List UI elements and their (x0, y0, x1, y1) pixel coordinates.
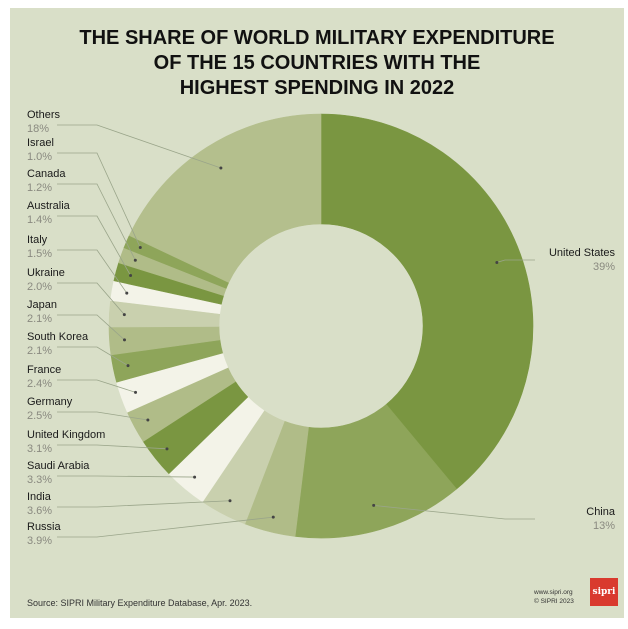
slice-value: 1.5% (27, 248, 52, 260)
leader-line (57, 444, 168, 450)
slice-label: Italy (27, 234, 48, 246)
slice-label: Saudi Arabia (27, 460, 90, 472)
slice-value: 3.3% (27, 474, 52, 486)
label-others: Others 18% (27, 109, 223, 170)
leader-line (57, 215, 131, 276)
label-india: India 3.6% (27, 491, 232, 517)
slice-label: Germany (27, 396, 73, 408)
leader-dot (193, 475, 197, 479)
leader-dot (122, 338, 126, 342)
leader-dot (129, 274, 133, 278)
slice-value: 3.1% (27, 443, 52, 455)
slice-label: United States (549, 247, 616, 259)
slice-china (294, 404, 457, 539)
leader-dot (228, 499, 232, 503)
leader-line (57, 152, 141, 248)
leader-line (57, 183, 136, 261)
leader-dot (133, 258, 137, 262)
leader-line (57, 500, 231, 508)
slice-value: 3.9% (27, 535, 52, 547)
leader-line (57, 516, 274, 538)
label-japan: Japan 2.1% (27, 299, 126, 342)
slice-united-states (320, 113, 534, 490)
slice-label: Others (27, 109, 61, 121)
label-south-korea: South Korea 2.1% (27, 331, 130, 368)
label-france: France 2.4% (27, 364, 138, 394)
label-united-states: United States 39% (495, 247, 615, 273)
leader-line (57, 282, 125, 315)
slice-value: 2.1% (27, 313, 52, 325)
leader-line (373, 505, 535, 520)
leader-line (57, 314, 125, 341)
leader-dot (219, 166, 223, 170)
leader-dot (495, 260, 499, 264)
chart-title: THE SHARE OF WORLD MILITARY EXPENDITURE … (10, 26, 624, 101)
slice-value: 39% (593, 261, 615, 273)
leader-line (57, 379, 136, 393)
leader-line (57, 249, 128, 294)
label-israel: Israel 1.0% (27, 137, 142, 250)
leader-dot (372, 503, 376, 507)
slice-others (128, 113, 322, 283)
slice-label: Russia (27, 521, 62, 533)
leader-dot (122, 313, 126, 317)
slice-label: China (586, 506, 616, 518)
label-ukraine: Ukraine 2.0% (27, 267, 126, 317)
leader-line (57, 475, 195, 478)
slice-label: Japan (27, 299, 57, 311)
leader-dot (138, 246, 142, 250)
title-line-1: THE SHARE OF WORLD MILITARY EXPENDITURE (79, 27, 555, 49)
leader-dot (125, 291, 129, 295)
slice-value: 2.0% (27, 281, 52, 293)
label-germany: Germany 2.5% (27, 396, 150, 422)
slice-value: 13% (593, 520, 615, 532)
leader-dot (271, 515, 275, 519)
slice-value: 2.4% (27, 378, 52, 390)
label-russia: Russia 3.9% (27, 515, 275, 547)
source-note: Source: SIPRI Military Expenditure Datab… (27, 598, 253, 608)
site-url: www.sipri.org (534, 589, 573, 596)
label-canada: Canada 1.2% (27, 168, 137, 262)
slice-label: United Kingdom (27, 429, 105, 441)
leader-dot (165, 447, 169, 451)
leader-dot (134, 390, 138, 394)
slice-value: 3.6% (27, 505, 52, 517)
sipri-logo: sipri (590, 578, 618, 606)
leader-line (57, 411, 148, 421)
label-china: China 13% (372, 503, 616, 532)
slice-value: 1.0% (27, 151, 52, 163)
title-line-3: HIGHEST SPENDING IN 2022 (179, 77, 455, 99)
leader-line (496, 259, 535, 263)
label-australia: Australia 1.4% (27, 200, 133, 278)
copyright: © SIPRI 2023 (534, 598, 574, 605)
slice-label: Canada (27, 168, 66, 180)
slice-value: 2.5% (27, 410, 52, 422)
title-line-2: OF THE 15 COUNTRIES WITH THE (153, 52, 481, 74)
label-saudi-arabia: Saudi Arabia 3.3% (27, 460, 197, 486)
leader-line (57, 346, 129, 366)
leader-dot (146, 418, 150, 422)
slice-label: India (27, 491, 52, 503)
slice-label: Australia (27, 200, 71, 212)
label-united-kingdom: United Kingdom 3.1% (27, 429, 169, 455)
slice-label: France (27, 364, 61, 376)
slice-value: 18% (27, 123, 49, 135)
leader-dot (126, 364, 130, 368)
slice-value: 2.1% (27, 345, 52, 357)
leader-line (57, 124, 222, 169)
slice-label: Ukraine (27, 267, 65, 279)
slice-value: 1.4% (27, 214, 52, 226)
slice-value: 1.2% (27, 182, 52, 194)
brand-credit: www.sipri.org © SIPRI 2023 (534, 588, 574, 606)
slice-label: Israel (27, 137, 54, 149)
slice-label: South Korea (27, 331, 89, 343)
label-italy: Italy 1.5% (27, 234, 129, 295)
